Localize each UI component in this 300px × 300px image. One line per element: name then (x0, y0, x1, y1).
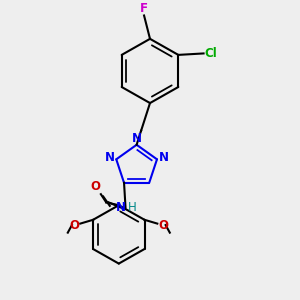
Text: O: O (158, 219, 168, 232)
Text: N: N (116, 201, 126, 214)
Text: Cl: Cl (205, 47, 218, 60)
Text: H: H (128, 201, 136, 214)
Text: O: O (90, 180, 100, 194)
Text: O: O (69, 219, 79, 232)
Text: F: F (140, 2, 148, 15)
Text: N: N (158, 152, 169, 164)
Text: N: N (105, 152, 115, 164)
Text: N: N (132, 132, 142, 145)
